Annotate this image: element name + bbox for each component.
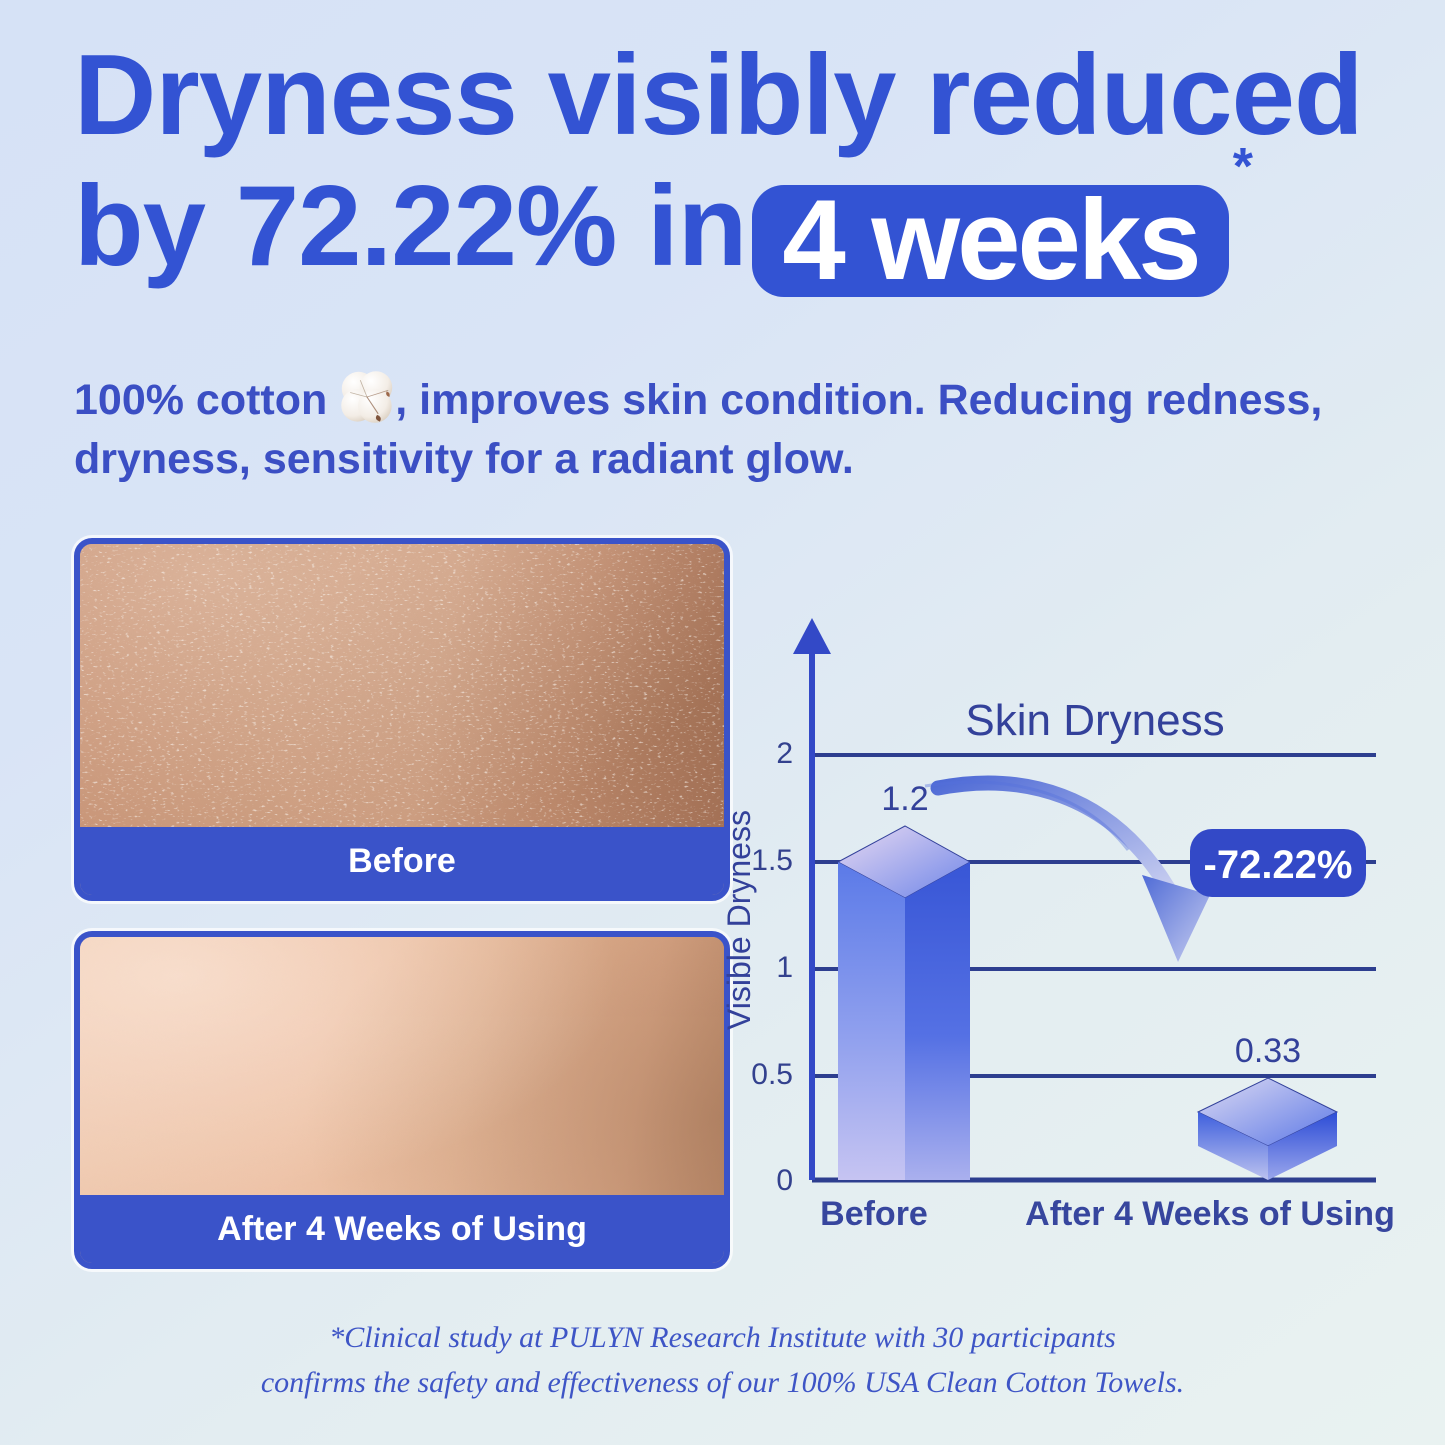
svg-text:0.5: 0.5	[751, 1058, 793, 1091]
svg-text:1.2: 1.2	[881, 780, 928, 818]
svg-text:2: 2	[776, 737, 793, 770]
svg-text:0: 0	[776, 1164, 793, 1197]
svg-text:Skin Dryness: Skin Dryness	[965, 696, 1224, 745]
svg-text:1.5: 1.5	[751, 844, 793, 877]
svg-text:0.33: 0.33	[1235, 1032, 1301, 1070]
svg-text:Visible Dryness: Visible Dryness	[721, 810, 757, 1030]
svg-text:After 4 Weeks of Using: After 4 Weeks of Using	[1025, 1195, 1395, 1233]
svg-text:Before: Before	[820, 1195, 928, 1233]
svg-text:-72.22%: -72.22%	[1204, 843, 1353, 887]
svg-text:1: 1	[776, 951, 793, 984]
